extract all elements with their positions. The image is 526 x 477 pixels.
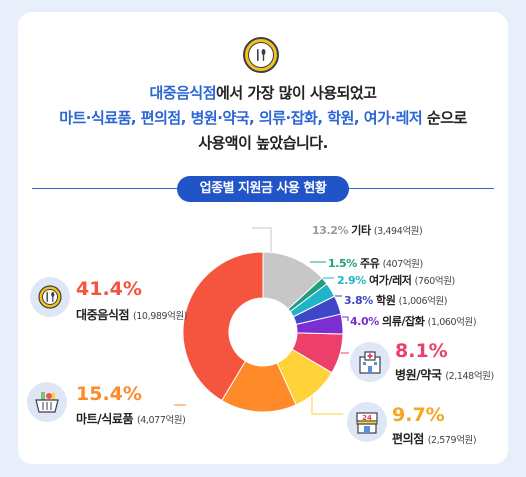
headline-line-3: 사용액이 높았습니다. [198, 134, 328, 152]
label-other: 13.2% 기타 (3,494억원) [312, 224, 423, 237]
section-title: 업종별 지원금 사용 현황 [177, 176, 349, 202]
label-fuel: 1.5% 주유 (407억원) [328, 257, 423, 270]
name-hospital: 병원/약국 (2,148억원) [395, 368, 494, 382]
fork-spoon-icon [243, 37, 279, 73]
label-academy: 3.8% 학원 (1,006억원) [344, 294, 448, 307]
label-clothing: 4.0% 의류/잡화 (1,060억원) [350, 315, 477, 328]
headline-line-1: 대중음식점에서 가장 많이 사용되었고 [149, 84, 377, 102]
donut-slice-other [262, 251, 323, 310]
label-leisure: 2.9% 여가/레저 (760억원) [337, 274, 455, 287]
svg-text:24: 24 [362, 414, 372, 422]
pct-hospital: 8.1% [395, 340, 448, 362]
fork-spoon-icon [30, 277, 70, 317]
section-divider-right [344, 188, 494, 189]
hospital-building-icon [350, 342, 390, 382]
name-restaurant: 대중음식점 (10,989억원) [76, 308, 188, 322]
pct-restaurant: 41.4% [76, 278, 142, 300]
pct-mart: 15.4% [76, 383, 142, 405]
name-mart: 마트/식료품 (4,077억원) [76, 412, 186, 426]
section-divider-left [32, 188, 182, 189]
grocery-basket-icon [27, 382, 67, 422]
name-convenience: 편의점 (2,579억원) [392, 432, 477, 446]
donut-slice-restaurant [182, 251, 264, 402]
headline-line-2: 마트·식료품, 편의점, 병원·약국, 의류·잡화, 학원, 여가·레저 순으로 [59, 109, 467, 127]
convenience-store-icon: 24 [347, 402, 387, 442]
pct-convenience: 9.7% [392, 404, 445, 426]
